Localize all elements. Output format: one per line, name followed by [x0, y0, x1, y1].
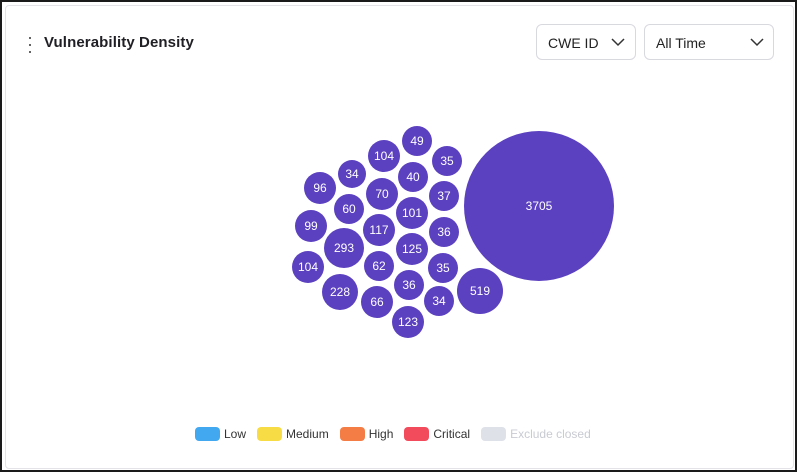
bubble[interactable] — [363, 214, 395, 246]
legend-swatch — [257, 427, 283, 441]
legend-label: Exclude closed — [510, 427, 591, 441]
bubble[interactable] — [457, 268, 503, 314]
bubble-value-label: 125 — [402, 242, 422, 256]
bubble[interactable] — [392, 306, 424, 338]
legend-label: High — [368, 427, 394, 441]
bubble-value-label: 36 — [402, 278, 416, 292]
bubble-value-label: 35 — [436, 261, 450, 275]
chart-legend: Low Medium High Critical Exclude closed — [195, 426, 602, 442]
bubble-value-label: 34 — [432, 294, 446, 308]
bubble[interactable] — [366, 178, 398, 210]
bubble-value-label: 70 — [375, 187, 389, 201]
bubble[interactable] — [322, 274, 358, 310]
bubble-value-label: 66 — [370, 295, 384, 309]
legend-swatch — [481, 427, 507, 441]
bubble-value-label: 96 — [313, 181, 327, 195]
bubble-value-label: 35 — [440, 154, 454, 168]
bubble[interactable] — [396, 233, 428, 265]
legend-item-high[interactable]: High — [339, 427, 394, 441]
legend-swatch — [195, 427, 220, 441]
bubble[interactable] — [295, 210, 327, 242]
legend-item-low[interactable]: Low — [195, 427, 246, 441]
bubble[interactable] — [398, 162, 428, 192]
bubble[interactable] — [368, 140, 400, 172]
bubble-value-label: 104 — [298, 260, 318, 274]
chevron-down-icon — [611, 38, 625, 47]
bubble[interactable] — [394, 270, 424, 300]
time-range-value: All Time — [656, 35, 706, 51]
bubble-value-label: 60 — [342, 202, 356, 216]
bubble-value-label: 228 — [330, 285, 350, 299]
widget-title: Vulnerability Density — [44, 34, 194, 51]
legend-item-medium[interactable]: Medium — [257, 427, 329, 441]
bubble-value-label: 49 — [410, 134, 424, 148]
legend-label: Critical — [433, 427, 471, 441]
bubble[interactable] — [432, 146, 462, 176]
time-range-select[interactable]: All Time — [644, 24, 774, 60]
bubble[interactable] — [428, 253, 458, 283]
bubble-value-label: 62 — [372, 259, 386, 273]
bubble[interactable] — [364, 251, 394, 281]
bubble-value-label: 34 — [345, 167, 359, 181]
bubble[interactable] — [429, 181, 459, 211]
legend-item-critical[interactable]: Critical — [404, 427, 470, 441]
bubble-value-label: 36 — [437, 225, 451, 239]
bubble-value-label: 101 — [402, 206, 422, 220]
legend-label: Medium — [286, 427, 329, 441]
bubble[interactable] — [464, 131, 614, 281]
chevron-down-icon — [750, 38, 764, 47]
bubble[interactable] — [334, 194, 364, 224]
group-by-select[interactable]: CWE ID — [536, 24, 636, 60]
bubble-value-label: 3705 — [526, 199, 553, 213]
bubble[interactable] — [304, 172, 336, 204]
bubble-value-label: 123 — [398, 315, 418, 329]
bubble-value-label: 117 — [369, 223, 388, 237]
bubble-value-label: 104 — [374, 149, 394, 163]
bubble-value-label: 40 — [406, 170, 420, 184]
legend-item-exclude-closed[interactable]: Exclude closed — [481, 427, 591, 441]
bubble[interactable] — [429, 217, 459, 247]
bubble[interactable] — [424, 286, 454, 316]
bubble-value-label: 99 — [304, 219, 318, 233]
bubble[interactable] — [396, 197, 428, 229]
bubble[interactable] — [324, 228, 364, 268]
bubble[interactable] — [292, 251, 324, 283]
legend-swatch — [339, 427, 365, 441]
legend-swatch — [404, 427, 430, 441]
bubble[interactable] — [338, 160, 366, 188]
group-by-value: CWE ID — [548, 35, 599, 51]
bubble-value-label: 37 — [437, 189, 451, 203]
vulnerability-density-card — [5, 5, 794, 469]
more-options-icon[interactable] — [27, 37, 33, 53]
bubble-value-label: 293 — [334, 241, 354, 255]
bubble-value-label: 519 — [470, 284, 490, 298]
bubble[interactable] — [361, 286, 393, 318]
legend-label: Low — [224, 427, 247, 441]
bubble[interactable] — [402, 126, 432, 156]
